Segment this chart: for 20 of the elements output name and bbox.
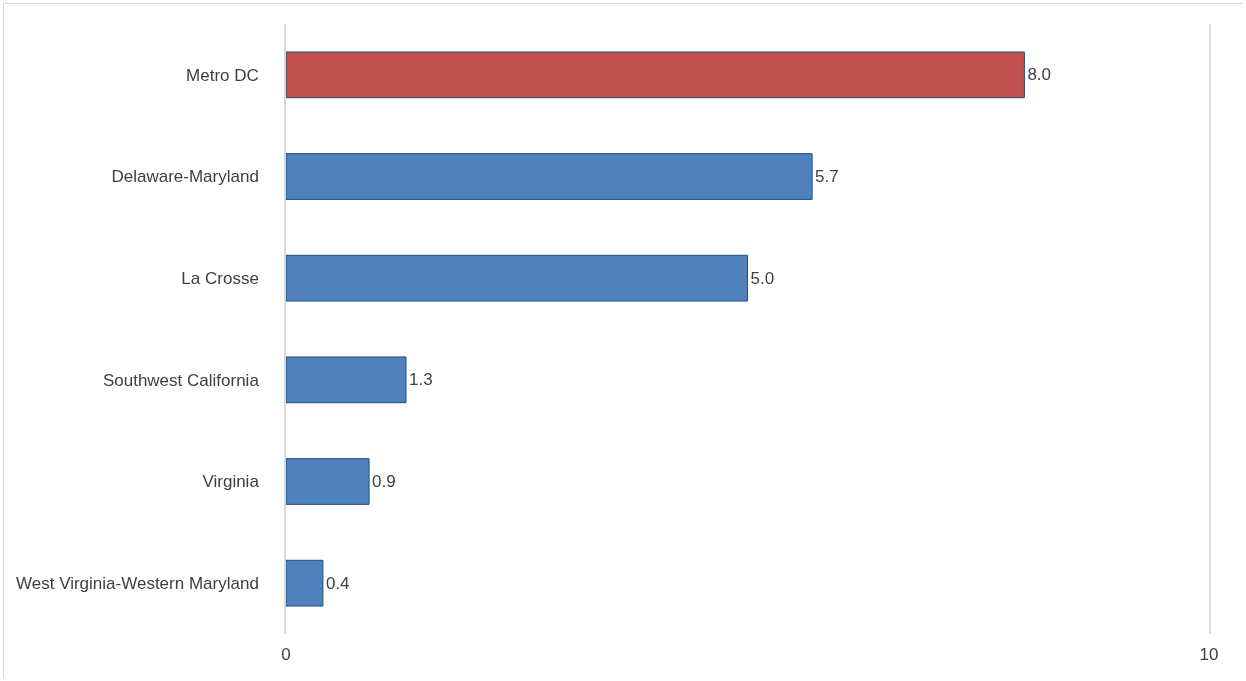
data-label: 8.0	[1027, 65, 1052, 85]
bar	[286, 356, 407, 404]
data-label: 0.9	[372, 472, 396, 491]
bar	[286, 458, 370, 505]
bar	[286, 559, 324, 607]
data-label: 5.0	[750, 268, 775, 288]
data-label: 0.4	[325, 573, 350, 593]
y-tick-label: West Virginia-Western Maryland	[16, 574, 259, 594]
y-tick-label: La Crosse	[181, 269, 259, 289]
y-tick-label: Delaware-Maryland	[111, 167, 259, 187]
y-tick-label: Virginia	[202, 472, 260, 492]
x-tick-label: 0	[281, 645, 291, 664]
bar	[286, 153, 813, 200]
bar	[286, 51, 1025, 99]
y-tick-label: Southwest California	[102, 370, 260, 390]
y-tick-label: Metro DC	[186, 65, 259, 85]
x-tick-label: 10	[1199, 645, 1219, 664]
data-label: 5.7	[815, 167, 839, 187]
bar	[286, 254, 748, 302]
data-label: 1.3	[408, 370, 433, 390]
